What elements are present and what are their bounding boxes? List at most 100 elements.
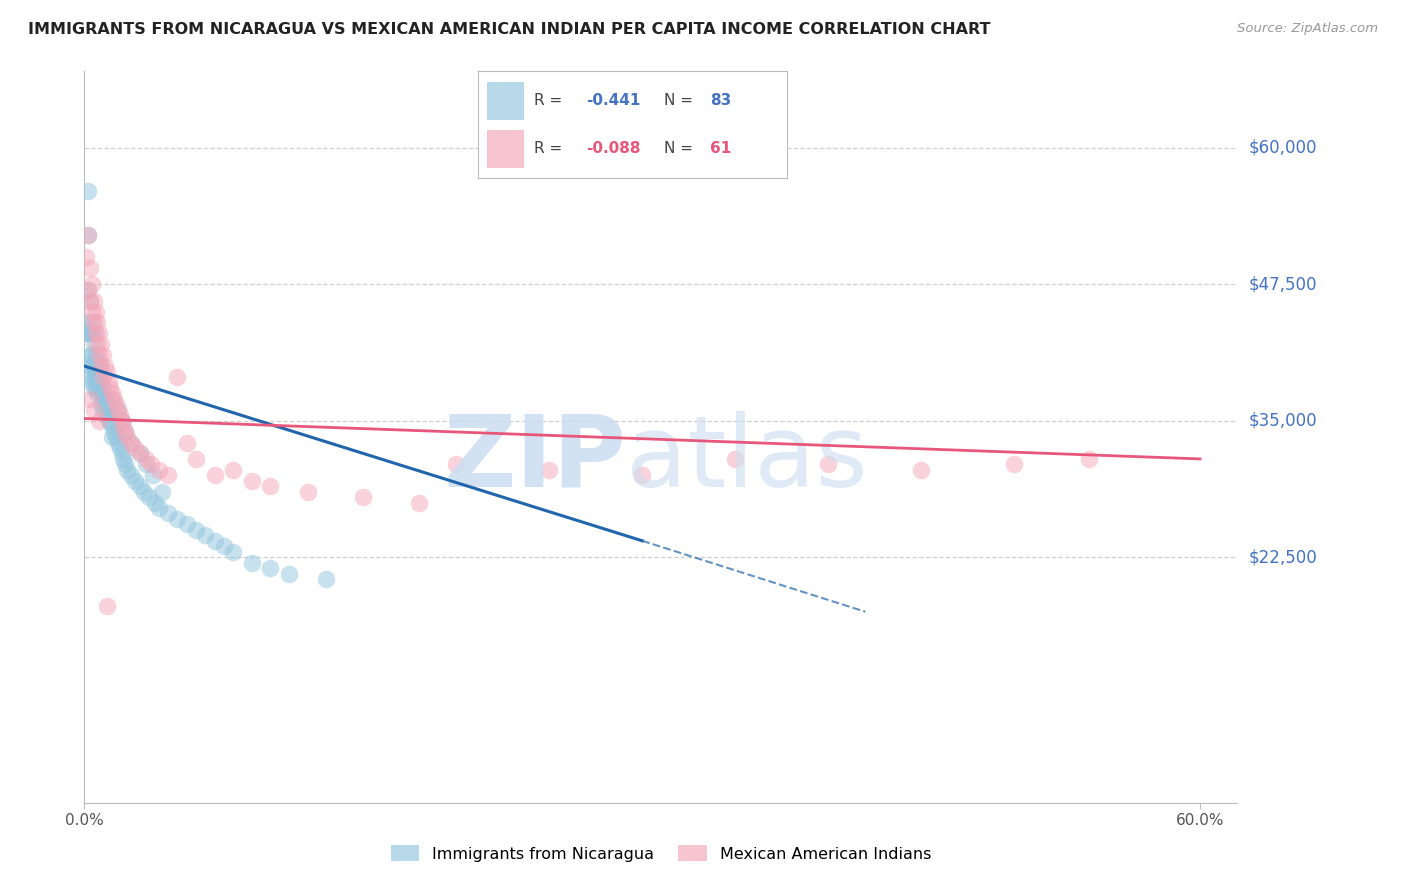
Point <box>83 370 105 384</box>
Point <box>631 468 654 483</box>
Point <box>240 474 263 488</box>
Point <box>91 381 114 395</box>
Point <box>83 293 105 308</box>
Point <box>75 326 97 341</box>
Point <box>83 359 105 373</box>
Text: $60,000: $60,000 <box>1249 139 1317 157</box>
Point <box>129 446 152 460</box>
Point <box>80 277 103 292</box>
Point <box>135 458 157 472</box>
Point <box>91 402 114 417</box>
Point <box>84 348 107 362</box>
Point <box>408 495 430 509</box>
Point <box>101 430 124 444</box>
Point <box>89 348 111 362</box>
Point <box>96 365 118 379</box>
Point <box>83 315 105 329</box>
Point <box>157 468 180 483</box>
Point <box>96 397 118 411</box>
Point <box>176 517 198 532</box>
Point <box>80 359 103 373</box>
Point <box>86 337 108 351</box>
Point <box>89 381 111 395</box>
Text: $47,500: $47,500 <box>1249 276 1317 293</box>
Point <box>120 435 142 450</box>
Point <box>94 359 117 373</box>
Point <box>91 348 114 362</box>
Point <box>166 512 188 526</box>
Point <box>83 381 105 395</box>
Point <box>79 260 101 275</box>
Text: $22,500: $22,500 <box>1249 549 1317 566</box>
Point <box>79 370 101 384</box>
Point <box>89 359 111 373</box>
Point <box>89 326 111 341</box>
Point <box>97 402 120 417</box>
Text: R =: R = <box>534 93 567 108</box>
Point <box>79 293 101 308</box>
Point <box>446 458 468 472</box>
Point <box>259 561 281 575</box>
Point <box>148 501 170 516</box>
Point <box>84 370 107 384</box>
Point <box>79 326 101 341</box>
Text: -0.088: -0.088 <box>586 141 641 156</box>
Point <box>194 528 217 542</box>
Point <box>77 283 100 297</box>
Point <box>97 376 120 390</box>
Point <box>114 458 136 472</box>
Point <box>124 474 146 488</box>
Point <box>77 326 100 341</box>
Text: N =: N = <box>664 93 697 108</box>
Point <box>129 479 152 493</box>
Point <box>104 430 127 444</box>
Point <box>1002 458 1025 472</box>
Point <box>108 409 131 423</box>
Point <box>132 484 155 499</box>
Point <box>212 539 235 553</box>
Point <box>114 425 136 439</box>
Point <box>77 228 100 243</box>
Point <box>77 185 100 199</box>
Point <box>142 468 165 483</box>
Point <box>107 402 129 417</box>
Point <box>80 348 103 362</box>
Text: 83: 83 <box>710 93 731 108</box>
Point <box>277 566 299 581</box>
Point <box>166 370 188 384</box>
Point <box>83 402 105 417</box>
Point <box>91 370 114 384</box>
Text: ZIP: ZIP <box>443 410 626 508</box>
Point <box>84 359 107 373</box>
Point <box>817 458 839 472</box>
Point <box>89 370 111 384</box>
Point <box>222 545 245 559</box>
Point <box>86 353 108 368</box>
Text: Source: ZipAtlas.com: Source: ZipAtlas.com <box>1237 22 1378 36</box>
Point <box>80 326 103 341</box>
Point <box>120 435 142 450</box>
Point <box>86 386 108 401</box>
Point <box>124 441 146 455</box>
Point <box>86 365 108 379</box>
Point <box>101 392 124 406</box>
Point <box>84 381 107 395</box>
Point <box>90 386 112 401</box>
Point <box>297 484 319 499</box>
Point <box>204 533 226 548</box>
Point <box>120 468 142 483</box>
Point <box>90 397 112 411</box>
Point <box>103 392 125 406</box>
Point <box>352 490 374 504</box>
Point <box>100 414 122 428</box>
Point <box>184 451 207 466</box>
Point <box>84 326 107 341</box>
Text: N =: N = <box>664 141 697 156</box>
Text: R =: R = <box>534 141 567 156</box>
Point <box>79 348 101 362</box>
Bar <box>488 82 524 120</box>
Point <box>100 381 122 395</box>
Point <box>135 451 157 466</box>
Point <box>79 293 101 308</box>
Point <box>110 414 132 428</box>
